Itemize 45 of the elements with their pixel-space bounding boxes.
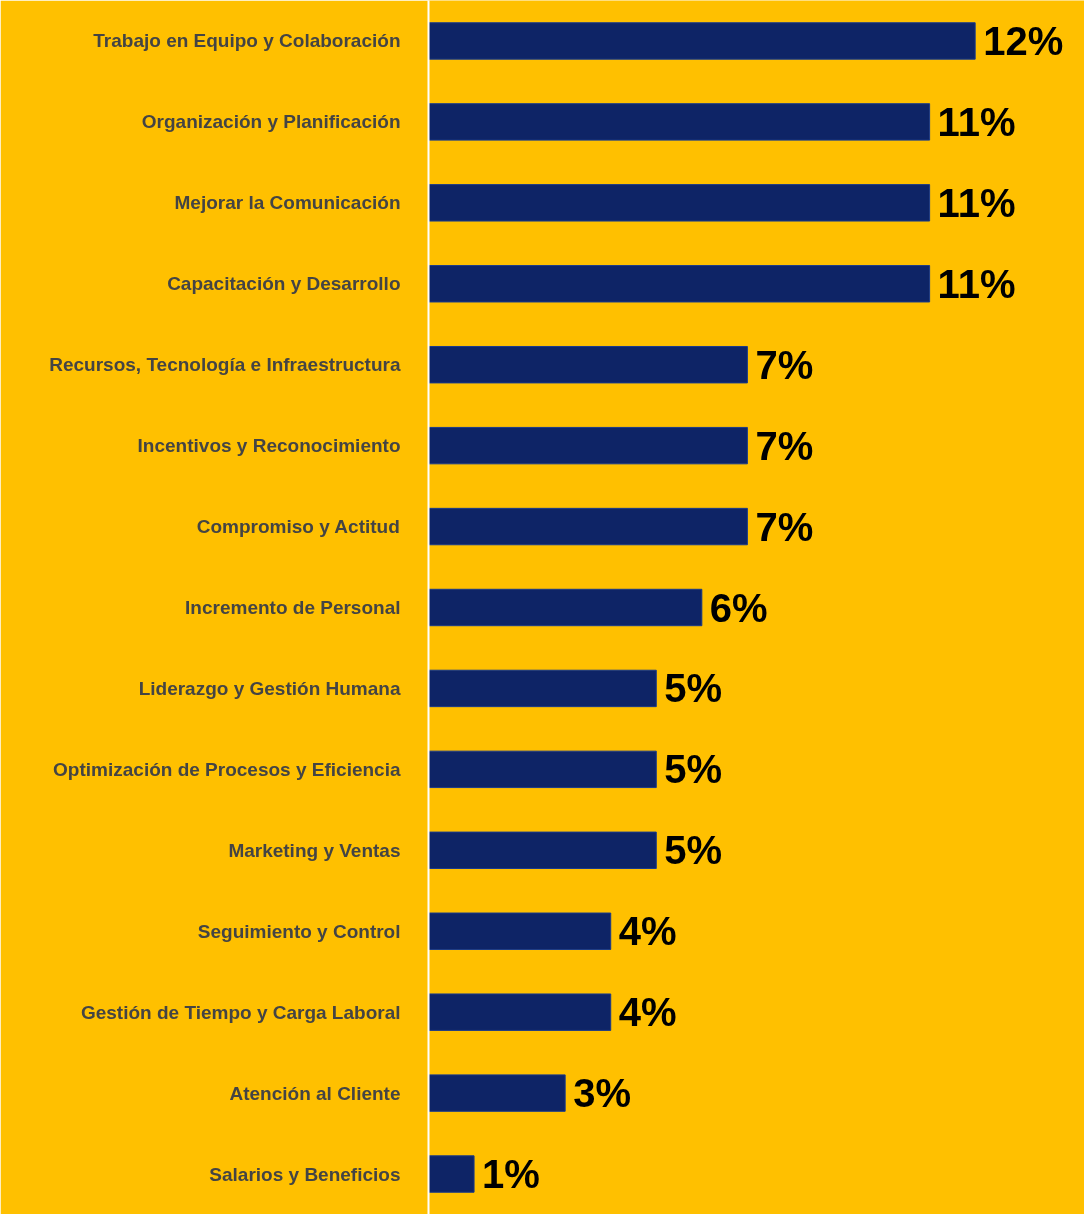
data-label: 11% xyxy=(937,261,1016,306)
bar xyxy=(428,103,931,141)
bar xyxy=(428,426,748,465)
data-label: 7% xyxy=(755,342,814,387)
y-tick-label: Incremento de Personal xyxy=(185,597,401,618)
data-label: 7% xyxy=(755,504,814,549)
bar xyxy=(428,912,612,950)
data-label: 6% xyxy=(709,585,768,630)
data-label: 11% xyxy=(937,180,1016,225)
y-tick-label: Capacitación y Desarrollo xyxy=(167,273,401,295)
y-tick-label: Compromiso y Actitud xyxy=(196,516,400,538)
bar xyxy=(428,345,748,384)
y-tick-label: Mejorar la Comunicación xyxy=(174,192,401,214)
bar xyxy=(428,588,703,627)
y-tick-label: Gestión de Tiempo y Carga Laboral xyxy=(80,1001,401,1023)
data-label: 4% xyxy=(618,909,677,954)
y-tick-label: Marketing y Ventas xyxy=(228,839,401,861)
bar xyxy=(428,22,976,60)
bar xyxy=(428,750,657,789)
bar xyxy=(428,1074,566,1112)
data-label: 5% xyxy=(664,828,723,873)
y-tick-label: Organización y Planificación xyxy=(141,111,401,133)
y-tick-label: Seguimiento y Control xyxy=(197,920,401,942)
y-tick-label: Liderazgo y Gestión Humana xyxy=(138,677,401,699)
y-tick-label: Incentivos y Reconocimiento xyxy=(137,435,401,457)
y-tick-label: Trabajo en Equipo y Colaboración xyxy=(93,30,401,52)
y-tick-label: Optimización de Procesos y Eficiencia xyxy=(53,758,401,780)
data-label: 3% xyxy=(573,1071,631,1116)
bar xyxy=(428,265,931,303)
bar xyxy=(428,184,931,222)
data-label: 5% xyxy=(664,666,723,711)
y-tick-label: Recursos, Tecnología e Infraestructura xyxy=(49,354,401,376)
bar xyxy=(428,1155,475,1193)
data-label: 7% xyxy=(755,423,814,468)
data-label: 11% xyxy=(937,99,1016,144)
data-label: 4% xyxy=(618,990,677,1035)
data-label: 12% xyxy=(983,18,1064,63)
y-tick-label: Atención al Cliente xyxy=(229,1082,401,1104)
bar xyxy=(428,507,748,546)
data-label: 5% xyxy=(664,747,723,792)
data-label: 1% xyxy=(482,1152,540,1197)
bar xyxy=(428,669,657,708)
bar xyxy=(428,993,612,1031)
y-tick-label: Salarios y Beneficios xyxy=(209,1163,401,1185)
bar xyxy=(428,831,657,870)
